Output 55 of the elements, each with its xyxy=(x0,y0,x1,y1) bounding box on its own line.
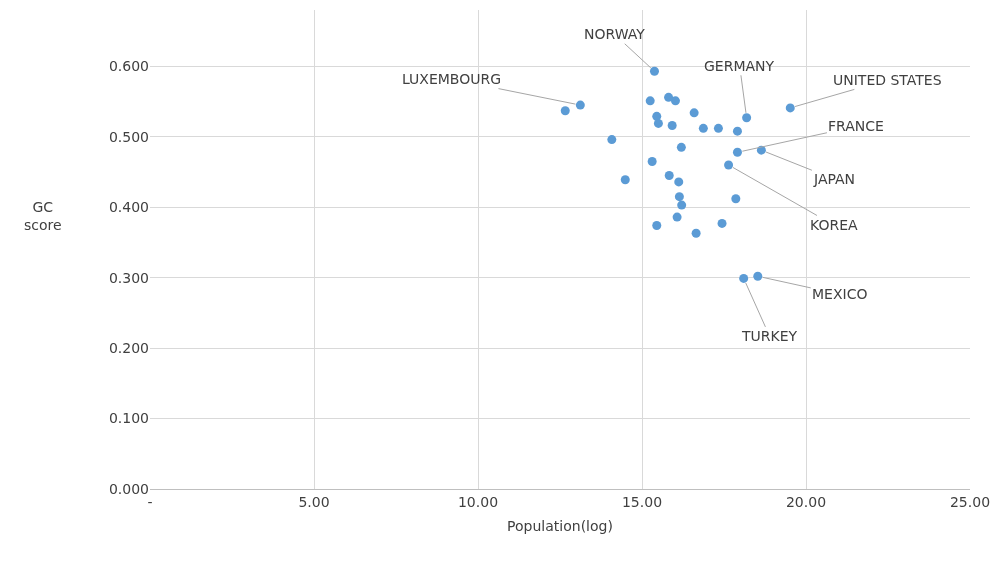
y-tick-label: 0.200 xyxy=(108,340,149,357)
point xyxy=(698,123,708,133)
point xyxy=(785,103,795,113)
point xyxy=(731,194,741,204)
point xyxy=(713,123,723,133)
point xyxy=(649,66,659,76)
annotation: UNITED STATES xyxy=(833,72,942,88)
annotation: KOREA xyxy=(810,217,859,233)
y-tick-label: 0.600 xyxy=(108,58,149,75)
x-tick-label: 25.00 xyxy=(949,493,991,510)
x-tick-label: 20.00 xyxy=(785,493,827,510)
x-tick-label: 15.00 xyxy=(621,493,663,510)
point xyxy=(652,221,662,231)
point xyxy=(724,160,734,170)
point xyxy=(739,273,749,283)
point xyxy=(575,100,585,110)
x-tick-label: 10.00 xyxy=(457,493,499,510)
point xyxy=(717,218,727,228)
point xyxy=(672,212,682,222)
point xyxy=(677,200,687,210)
y-axis-title: GC score xyxy=(24,199,62,234)
point xyxy=(664,92,674,102)
annotation: TURKEY xyxy=(741,328,798,344)
point xyxy=(674,192,684,202)
point xyxy=(664,171,674,181)
point xyxy=(676,142,686,152)
y-tick-label: 0.000 xyxy=(108,480,149,497)
point xyxy=(674,177,684,187)
point xyxy=(732,126,742,136)
y-tick-label: 0.100 xyxy=(108,410,149,427)
annotation: JAPAN xyxy=(813,171,856,187)
point xyxy=(742,113,752,123)
point xyxy=(670,96,680,106)
x-axis-title: Population(log) xyxy=(507,518,613,535)
point xyxy=(620,175,630,185)
point xyxy=(689,108,699,118)
point xyxy=(653,118,663,128)
annotation: GERMANY xyxy=(704,58,775,74)
point xyxy=(691,228,701,238)
point xyxy=(647,156,657,166)
y-tick-label: 0.400 xyxy=(108,199,149,216)
point xyxy=(560,106,570,116)
annotation: NORWAY xyxy=(584,26,646,42)
point xyxy=(732,147,742,157)
point xyxy=(667,121,677,131)
annotation: LUXEMBOURG xyxy=(402,71,502,87)
x-tick-label: 5.00 xyxy=(298,493,330,510)
point xyxy=(645,96,655,106)
annotation: MEXICO xyxy=(812,286,868,302)
point xyxy=(753,271,763,281)
y-tick-label: 0.300 xyxy=(108,269,149,286)
y-tick-label: 0.500 xyxy=(108,128,149,145)
point xyxy=(607,135,617,145)
x-tick-label: - xyxy=(147,493,153,510)
annotation: FRANCE xyxy=(828,118,884,134)
